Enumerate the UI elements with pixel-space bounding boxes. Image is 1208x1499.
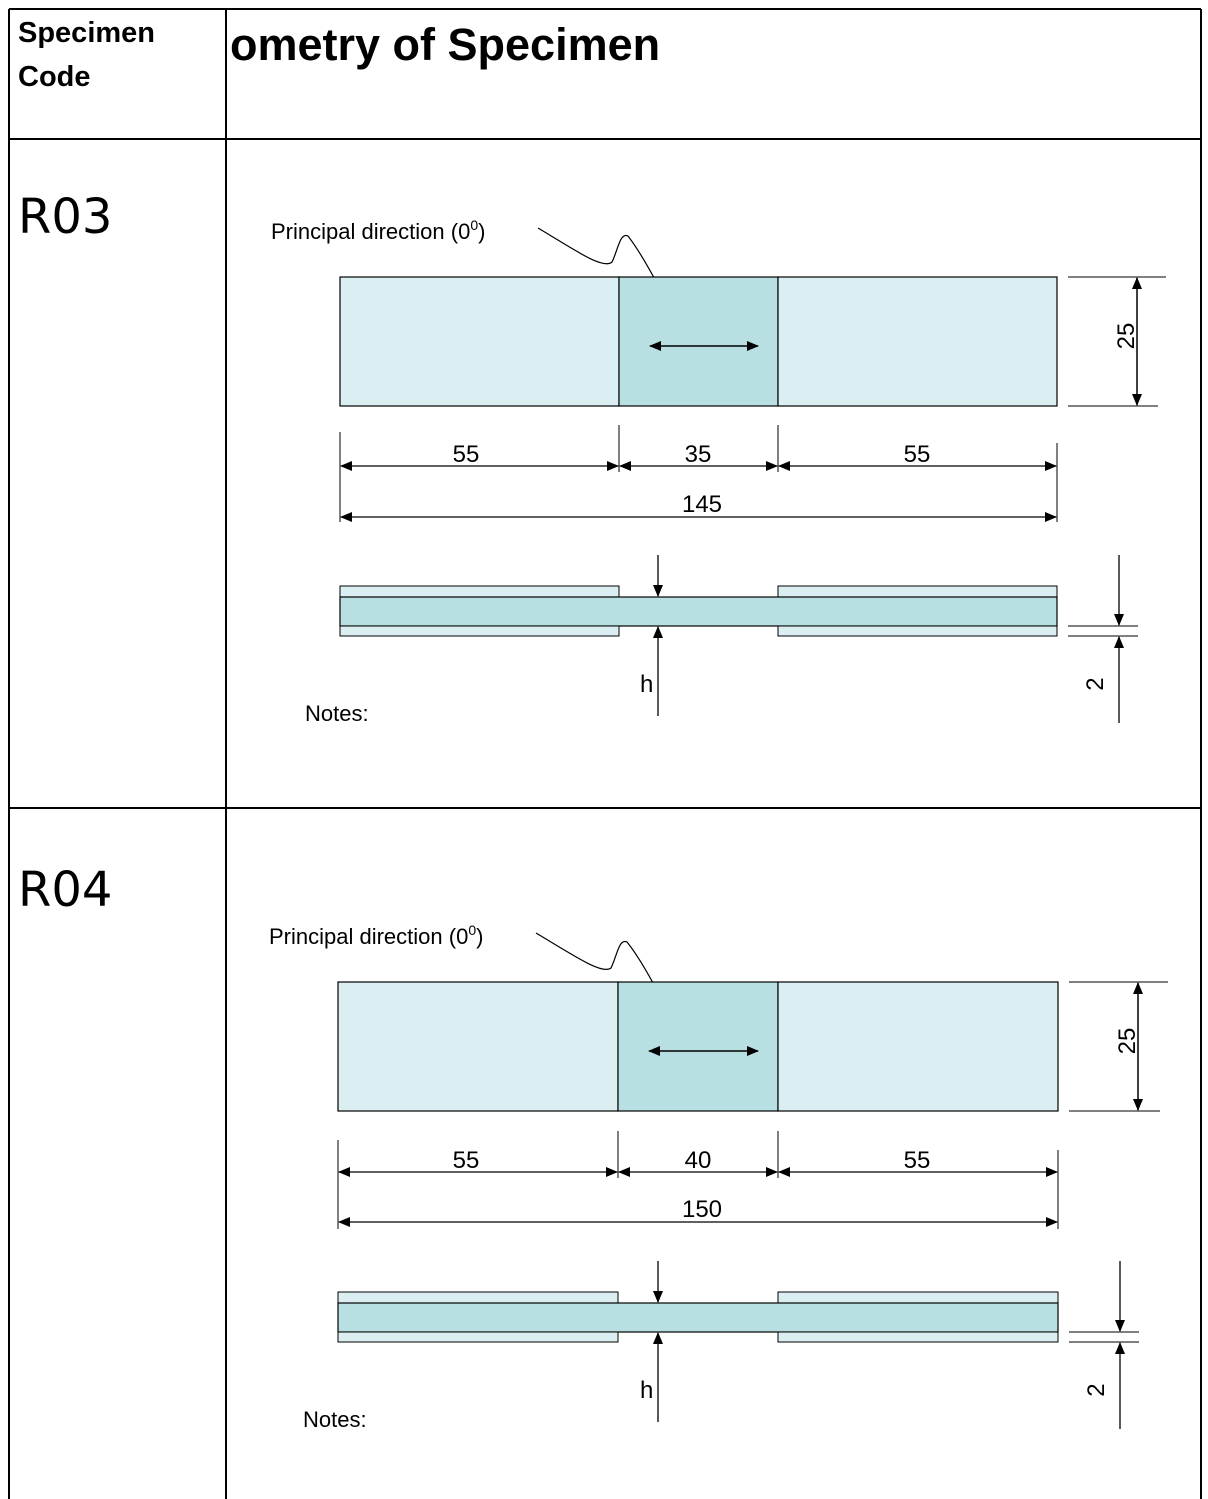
gauge-length-dimension-label: 40: [685, 1147, 712, 1174]
gauge-length-dimension-label: 35: [685, 441, 712, 468]
specimen-code: R04: [18, 862, 112, 918]
total-length-dimension-label: 145: [682, 491, 722, 518]
notes-label: Notes:: [305, 701, 369, 726]
table-grid: [8, 8, 1202, 1499]
left-tab-top: [337, 1291, 619, 1304]
right-tab-top: [777, 1291, 1059, 1304]
gauge-section: [618, 276, 779, 407]
right-tab-bottom: [777, 625, 1058, 637]
total-length-dimension-label: 150: [682, 1196, 722, 1223]
specimen-row-r04: R04 Principal direction (00) 25 55 40 55…: [18, 862, 1168, 1432]
principal-direction-label: Principal direction (00): [269, 922, 483, 949]
principal-direction-label: Principal direction (00): [271, 217, 485, 244]
left-tab-top: [339, 585, 620, 598]
gauge-section: [617, 981, 779, 1112]
tab-thickness-label: 2: [1083, 1383, 1110, 1396]
header-geometry-title: ometry of Specimen: [230, 19, 660, 70]
width-dimension-label: 25: [1114, 1028, 1141, 1055]
thickness-h-label: h: [640, 671, 653, 698]
left-grip-region: [337, 981, 619, 1112]
laminate-side-view: [337, 1302, 1059, 1333]
right-tab-top: [777, 585, 1058, 598]
thickness-h-label: h: [640, 1377, 653, 1404]
right-grip-dimension-label: 55: [904, 441, 931, 468]
left-tab-bottom: [337, 1331, 619, 1343]
left-grip-dimension-label: 55: [453, 1147, 480, 1174]
specimen-row-r03: R03 Principal direction (00) 25 55 35 55…: [18, 189, 1166, 726]
specimen-code: R03: [18, 189, 112, 245]
laminate-side-view: [339, 596, 1058, 627]
header-specimen-label: Specimen: [18, 17, 155, 49]
header-code-label: Code: [18, 61, 91, 93]
tab-thickness-label: 2: [1082, 677, 1109, 690]
width-dimension-label: 25: [1113, 323, 1140, 350]
right-tab-bottom: [777, 1331, 1059, 1343]
notes-label: Notes:: [303, 1407, 367, 1432]
right-grip-dimension-label: 55: [904, 1147, 931, 1174]
right-grip-region: [777, 981, 1059, 1112]
left-grip-dimension-label: 55: [453, 441, 480, 468]
right-grip-region: [777, 276, 1058, 407]
left-tab-bottom: [339, 625, 620, 637]
left-grip-region: [339, 276, 620, 407]
